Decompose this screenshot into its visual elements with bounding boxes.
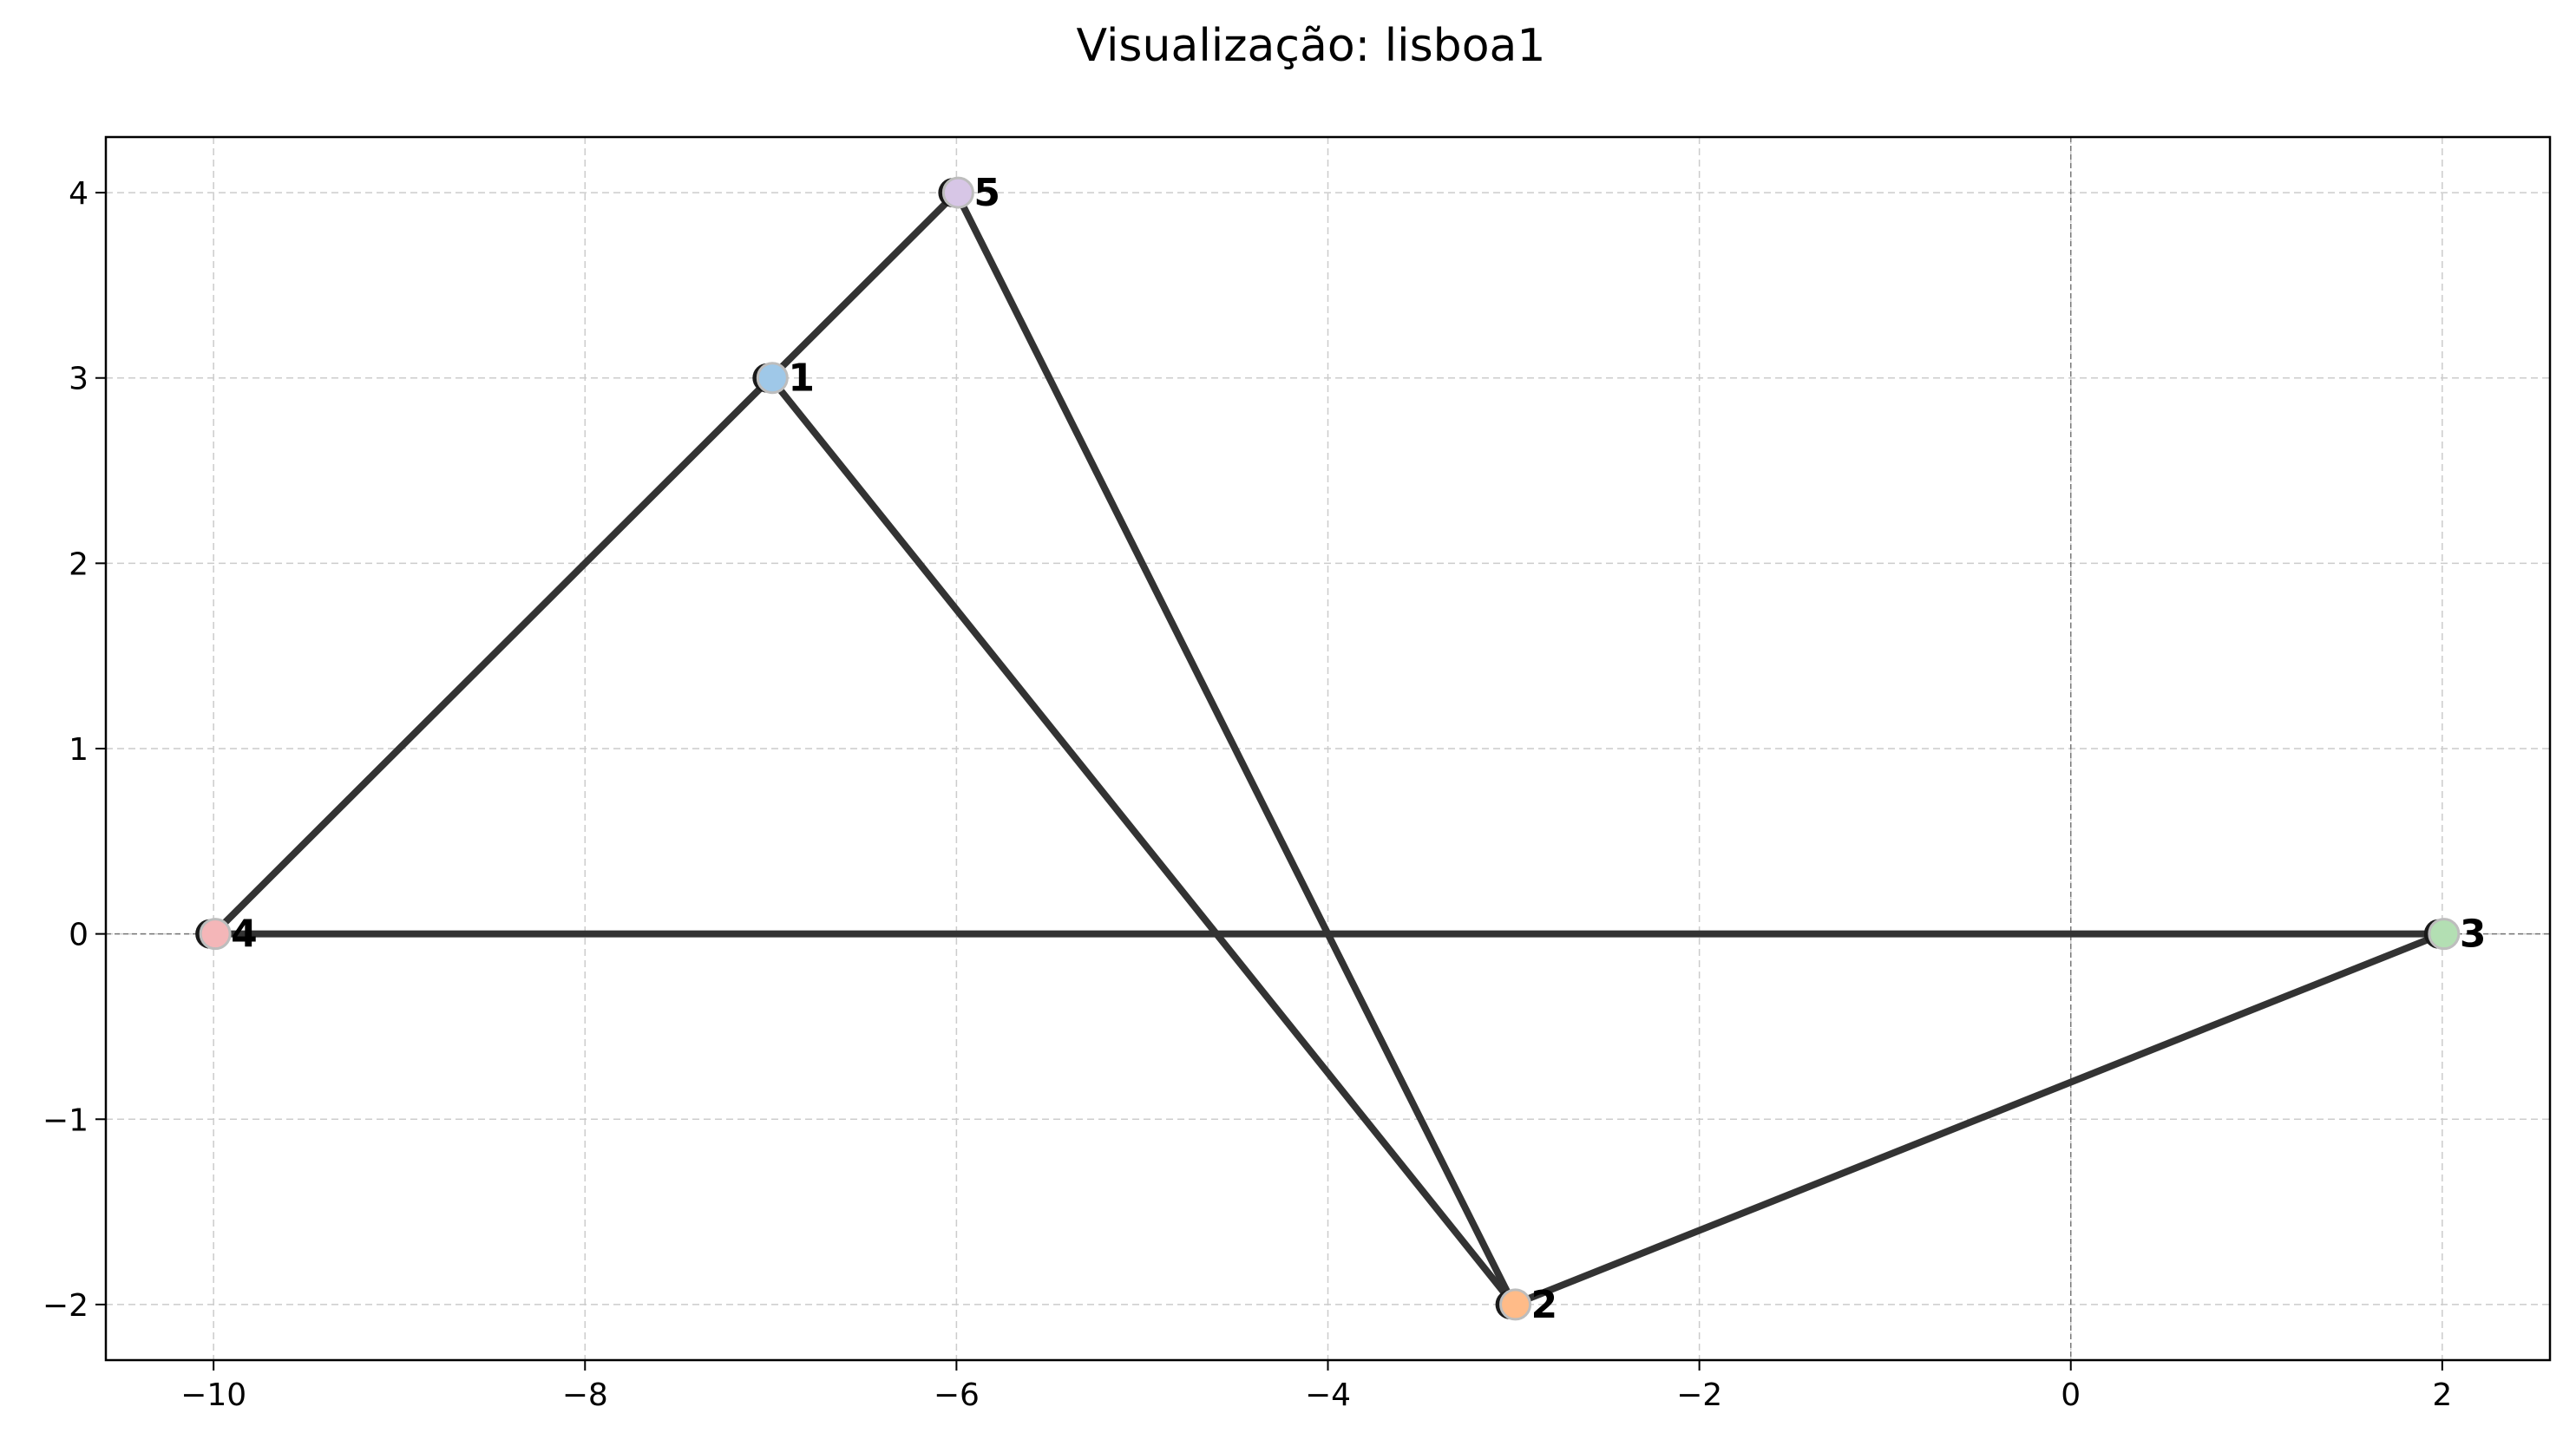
- node-label-5: 5: [973, 171, 1000, 215]
- y-tick-label: 3: [69, 362, 88, 397]
- edge-4-1: [211, 375, 774, 937]
- node-1: [756, 362, 789, 395]
- reference-lines: [106, 137, 2550, 1360]
- node-labels: 1 2 3 4 5: [231, 171, 2486, 1327]
- node-label-4: 4: [231, 913, 258, 957]
- y-tick-label: 4: [69, 176, 88, 212]
- chart-title: Visualização: lisboa1: [1077, 20, 1546, 72]
- x-tick-label: −8: [562, 1377, 608, 1413]
- y-tick-label: 0: [69, 918, 88, 953]
- node-2: [1499, 1288, 1532, 1321]
- edges: [211, 190, 2444, 1308]
- y-tick-label: 1: [69, 732, 88, 768]
- x-tick-label: 0: [2061, 1377, 2081, 1413]
- node-label-2: 2: [1531, 1283, 1558, 1327]
- x-tick-label: −10: [180, 1377, 246, 1413]
- edge-5-2: [953, 191, 1517, 1306]
- nodes: [195, 176, 2461, 1321]
- x-tick-label: 2: [2432, 1377, 2452, 1413]
- node-4: [199, 918, 232, 951]
- y-tick-label: 2: [69, 546, 88, 582]
- y-tick-label: −2: [43, 1288, 88, 1324]
- node-label-3: 3: [2460, 913, 2487, 957]
- edge-2-3: [1512, 930, 2444, 1308]
- edge-1-2: [768, 376, 1517, 1307]
- x-tick-label: −4: [1305, 1377, 1351, 1413]
- x-tick-label: −2: [1676, 1377, 1722, 1413]
- node-label-1: 1: [788, 357, 815, 401]
- x-tick-label: −6: [934, 1377, 980, 1413]
- y-tick-label: −1: [43, 1102, 88, 1138]
- node-3: [2428, 918, 2461, 951]
- node-5: [941, 176, 974, 209]
- edge-1-5: [768, 190, 960, 381]
